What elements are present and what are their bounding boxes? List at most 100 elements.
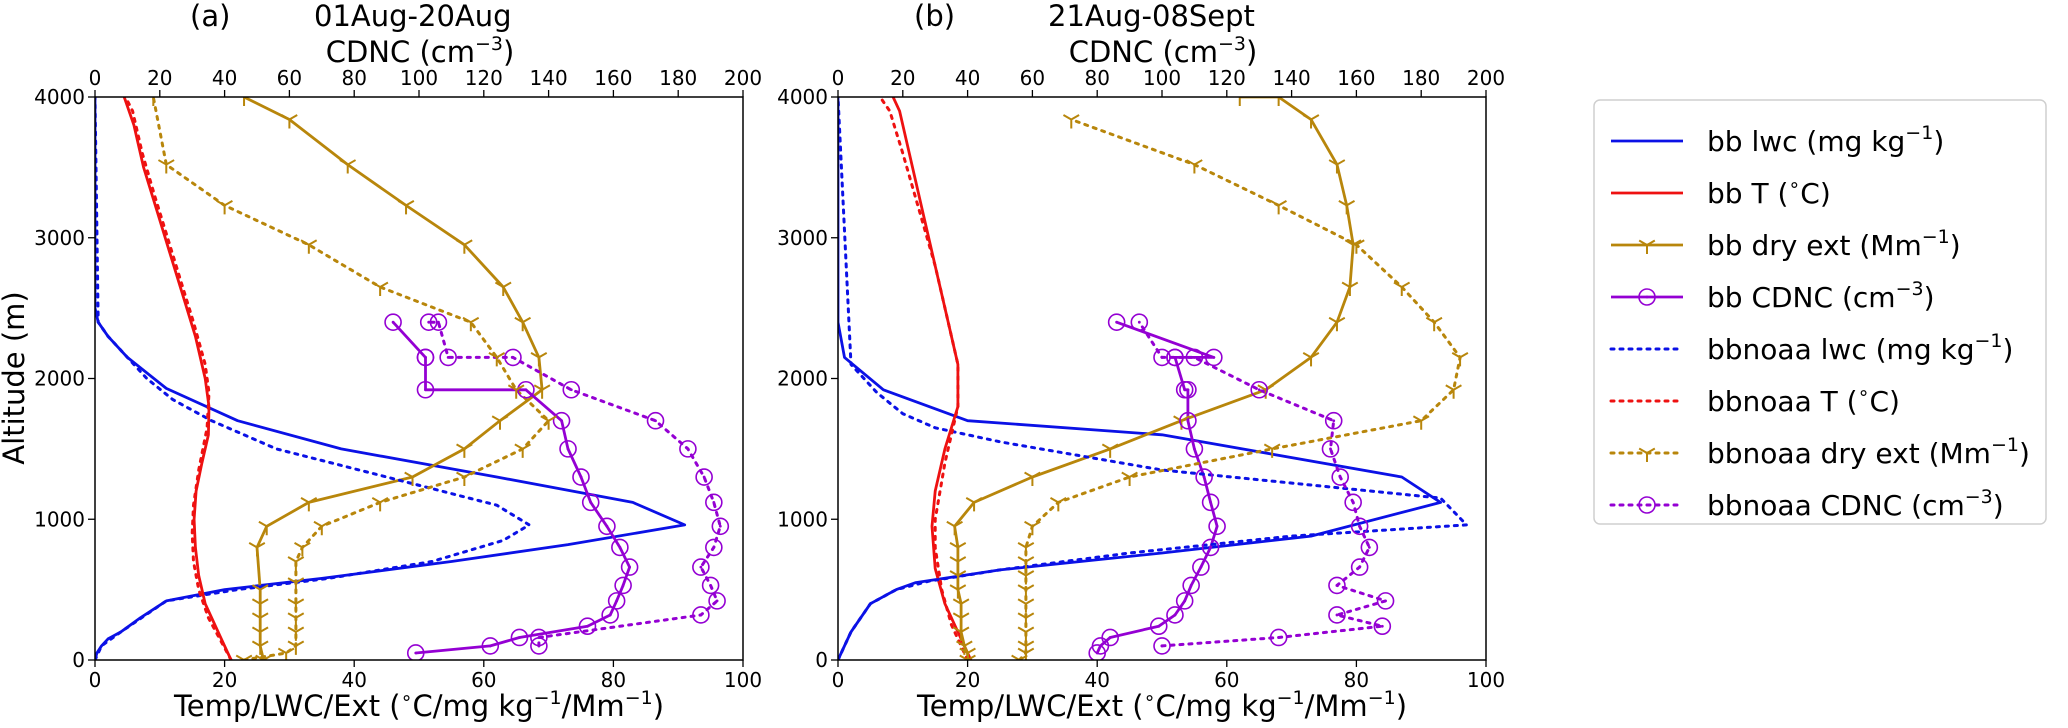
tri-marker <box>371 281 389 297</box>
circle-marker <box>705 493 723 512</box>
y-tick-label: 3000 <box>34 226 85 250</box>
circle-marker <box>620 558 639 576</box>
circle-marker <box>552 411 571 430</box>
x2-tick-label: 100 <box>400 66 438 90</box>
tri-marker <box>258 520 276 536</box>
x2-tick-label: 20 <box>147 66 172 90</box>
y-tick-label: 4000 <box>34 85 85 109</box>
tri-marker <box>1348 239 1365 254</box>
tri-marker <box>216 200 233 215</box>
y-tick-label: 0 <box>72 648 85 672</box>
circle-marker <box>1344 493 1362 512</box>
circle-marker <box>607 592 626 610</box>
tri-marker <box>300 496 318 512</box>
circle-marker <box>439 348 457 367</box>
tri-marker <box>956 640 973 655</box>
legend-entry-label: bbnoaa T (∘C) <box>1707 382 1900 418</box>
panel-title-a: 01Aug-20Aug <box>314 0 512 33</box>
tri-marker <box>1445 384 1462 399</box>
series-line <box>427 320 722 648</box>
tri-marker <box>1049 496 1067 512</box>
tri-marker <box>294 542 311 557</box>
circle-marker <box>1166 606 1184 624</box>
circle-marker <box>1195 468 1213 486</box>
panel-title-b: 21Aug-08Sept <box>1048 0 1255 33</box>
tri-marker <box>1017 598 1035 613</box>
series-line <box>122 97 233 660</box>
circle-marker <box>1269 628 1288 647</box>
tri-marker <box>1024 471 1041 487</box>
legend-entry-label: bbnoaa CDNC (cm−3) <box>1707 486 2004 522</box>
tri-marker <box>235 654 253 660</box>
x-tick-label: 100 <box>1467 668 1505 692</box>
series-line <box>95 97 687 660</box>
tri-marker <box>514 443 532 458</box>
tri-marker <box>1186 159 1203 174</box>
tri-marker <box>251 598 269 613</box>
series-line <box>1095 320 1219 654</box>
x2-tick-label: 80 <box>1084 66 1109 90</box>
tri-marker <box>157 159 175 174</box>
tri-marker <box>952 598 970 613</box>
x-tick-label: 60 <box>1214 668 1239 692</box>
circle-marker <box>711 517 730 536</box>
circle-marker <box>429 313 448 332</box>
tri-marker <box>287 626 305 641</box>
tri-marker <box>251 584 269 599</box>
circle-marker <box>1175 380 1194 399</box>
x2-tick-label: 120 <box>465 66 503 90</box>
panel-label-a: (a) <box>190 0 230 33</box>
x-tick-label: 80 <box>601 668 626 692</box>
legend-items: bb lwc (mg kg−1) bb T (∘C) bb dry ext (Mm−… <box>1609 122 2030 522</box>
tri-marker <box>1263 443 1281 458</box>
circle-marker <box>679 440 697 458</box>
tri-marker <box>287 640 305 655</box>
circle-marker <box>705 538 723 557</box>
tri-marker <box>965 496 983 512</box>
y-tick-label: 1000 <box>34 507 85 531</box>
tri-marker <box>1276 97 1281 106</box>
x2-tick-label: 100 <box>1143 66 1181 90</box>
panel-label-b: (b) <box>914 0 955 33</box>
x-tick-label: 40 <box>341 668 366 692</box>
circle-marker <box>406 644 425 660</box>
circle-marker <box>1350 517 1369 536</box>
x-axis-label-b: Temp/LWC/Ext (∘C/mg kg−1/Mm−1) <box>916 687 1407 723</box>
tri-marker <box>281 114 298 129</box>
circle-marker <box>1107 313 1126 332</box>
tri-marker <box>151 97 156 106</box>
circle-marker <box>1192 558 1210 576</box>
series-line <box>392 321 631 655</box>
legend-tri-marker <box>1638 447 1656 462</box>
tri-marker <box>1017 626 1035 641</box>
ticks-b: 0 20 40 60 80 1000 20 40 60 80 100 120 140 160 180 2000… <box>777 66 1505 692</box>
circle-marker <box>504 348 522 367</box>
tri-marker <box>1101 443 1119 458</box>
y-tick-label: 2000 <box>34 367 85 391</box>
marker-layer-a <box>151 97 730 660</box>
y-tick-label: 0 <box>815 648 828 672</box>
marker-layer-b <box>946 97 1469 660</box>
circle-marker <box>1321 440 1340 458</box>
ticks-a: 0 20 40 60 80 1000 20 40 60 80 100 120 140 160 180 2000… <box>34 66 762 692</box>
circle-marker <box>614 576 632 595</box>
circle-marker <box>1185 440 1204 458</box>
circle-marker <box>1331 468 1349 486</box>
circle-marker <box>1208 517 1226 536</box>
tri-marker <box>949 584 967 599</box>
tri-marker <box>952 626 970 641</box>
tri-marker <box>1017 556 1035 571</box>
x-axis-label-a: Temp/LWC/Ext (∘C/mg kg−1/Mm−1) <box>173 687 664 723</box>
tri-marker <box>1341 281 1359 297</box>
circle-marker <box>530 628 548 647</box>
circle-marker <box>1153 637 1171 655</box>
series-line <box>1137 320 1388 648</box>
tri-marker <box>313 520 331 536</box>
plot-frame-b <box>837 96 1487 661</box>
legend-tri-marker <box>1638 239 1656 254</box>
x2-tick-label: 60 <box>1020 66 1045 90</box>
circle-marker <box>1250 380 1268 399</box>
tri-marker <box>949 556 967 571</box>
circle-marker <box>416 348 435 367</box>
